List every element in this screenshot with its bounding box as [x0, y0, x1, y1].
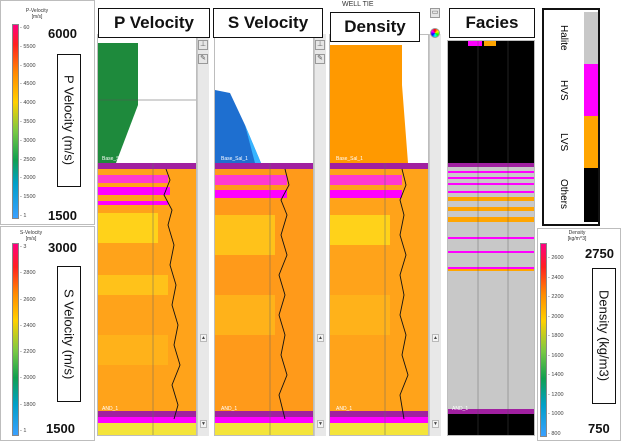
density-tick-label: - 1600 [548, 352, 564, 359]
p-velocity-top-marker: Base_Sal_1 [102, 156, 129, 162]
s-velocity-max-label: 3000 [48, 240, 77, 255]
density-bottom-marker: AND_1 [336, 406, 353, 412]
density-tick-label: - 2600 [548, 255, 564, 261]
s-velocity-scale-header: S-Velocity [m/s] [19, 230, 43, 242]
facies-legend-swatch-halite [584, 12, 598, 64]
p-velocity-tick-label: - 5000 [20, 62, 36, 69]
track-settings-icon[interactable]: ✎ [315, 54, 325, 64]
density-scrollbar[interactable]: ▲ ▼ [429, 34, 441, 436]
facies-legend-swatch-hvs [584, 64, 598, 116]
window-icon[interactable]: ▭ [430, 8, 440, 18]
pin-icon[interactable]: ⊥ [315, 40, 325, 50]
p-velocity-min-label: 1500 [48, 208, 77, 223]
s-velocity-scrollbar[interactable]: ▲ ▼ [314, 34, 326, 436]
facies-legend: Halite HVS LVS Others [542, 8, 600, 226]
track-settings-icon[interactable]: ✎ [198, 54, 208, 64]
density-tick-label: - 2400 [548, 274, 564, 281]
p-velocity-log-svg [98, 43, 196, 435]
facies-track: AND_1 [447, 40, 535, 436]
facies-legend-label-lvs: LVS [558, 132, 569, 152]
facies-title: Facies [449, 8, 535, 38]
density-scale-header: Density [kg/m^3] [567, 230, 587, 242]
density-min-label: 750 [588, 421, 610, 436]
p-velocity-bottom-marker: AND_1 [102, 406, 119, 412]
facies-legend-swatch-lvs [584, 116, 598, 168]
density-log-svg [330, 45, 428, 435]
color-wheel-icon[interactable] [430, 28, 440, 38]
p-velocity-tick-label: - 4500 [20, 81, 36, 88]
density-axis-label: Density (kg/m3) [592, 268, 616, 404]
facies-legend-label-hvs: HVS [558, 79, 569, 101]
s-velocity-title: S Velocity [213, 8, 323, 38]
p-velocity-track: Base_Sal_1 AND_1 [97, 34, 197, 436]
facies-bottom-marker: AND_1 [452, 406, 469, 412]
p-velocity-scrollbar[interactable]: ▲ ▼ [197, 34, 209, 436]
s-velocity-tick-label: - 3 [20, 244, 27, 250]
s-velocity-tick-label: - 2000 [20, 375, 36, 382]
density-title: Density [330, 12, 420, 42]
s-velocity-scroll-down[interactable]: ▼ [317, 420, 324, 428]
density-tick-label: - 800 [548, 431, 561, 437]
p-velocity-scale-header: P-Velocity [m/s] [25, 8, 49, 20]
p-velocity-scroll-down[interactable]: ▼ [200, 420, 207, 428]
p-velocity-tick-label: - 2500 [20, 156, 36, 163]
facies-log-svg [448, 41, 534, 435]
p-velocity-tick-label: - 5500 [20, 43, 36, 50]
density-tab[interactable]: WELL TIE [342, 1, 374, 8]
p-velocity-axis-label: P Velocity (m/s) [57, 54, 81, 187]
p-velocity-tick-label: - 1 [20, 213, 27, 219]
s-velocity-tick-label: - 2400 [20, 322, 36, 329]
p-velocity-tick-label: - 1500 [20, 194, 36, 201]
density-tick-label: - 1000 [548, 411, 564, 418]
p-velocity-colorbar [12, 24, 19, 219]
s-velocity-track: Base_Sal_1 AND_1 [214, 34, 314, 436]
facies-legend-swatch-others [584, 168, 598, 222]
p-velocity-tick-label: - 4000 [20, 100, 36, 107]
density-scroll-up[interactable]: ▲ [432, 334, 439, 342]
s-velocity-colorbar [12, 243, 19, 436]
density-track: Base_Sal_1 AND_1 [329, 34, 429, 436]
s-velocity-log-svg [215, 90, 313, 435]
p-velocity-tick-label: - 3500 [20, 119, 36, 125]
s-velocity-tick-label: - 2800 [20, 270, 36, 277]
s-velocity-min-label: 1500 [46, 421, 75, 436]
p-velocity-scroll-up[interactable]: ▲ [200, 334, 207, 342]
density-tick-label: - 2200 [548, 294, 564, 301]
pin-icon[interactable]: ⊥ [198, 40, 208, 50]
density-tick-label: - 1200 [548, 391, 564, 398]
s-velocity-axis-label: S Velocity (m/s) [57, 266, 81, 402]
p-velocity-max-label: 6000 [48, 26, 77, 41]
density-tick-label: - 2000 [548, 313, 564, 320]
density-top-marker: Base_Sal_1 [336, 156, 363, 162]
s-velocity-tick-label: - 2600 [20, 296, 36, 303]
s-velocity-bottom-marker: AND_1 [221, 406, 238, 412]
density-tick-label: - 1400 [548, 372, 564, 379]
s-velocity-tick-label: - 1800 [20, 401, 36, 408]
p-velocity-tick-label: - 60 [20, 25, 30, 31]
p-velocity-tick-label: - 3000 [20, 137, 36, 144]
s-velocity-scroll-up[interactable]: ▲ [317, 334, 324, 342]
density-tick-label: - 1800 [548, 333, 564, 340]
p-velocity-title: P Velocity [98, 8, 210, 38]
s-velocity-tick-label: - 2200 [20, 349, 36, 356]
facies-legend-label-halite: Halite [558, 25, 569, 51]
facies-legend-label-others: Others [558, 178, 569, 209]
s-velocity-tick-label: - 1 [20, 428, 27, 434]
s-velocity-top-marker: Base_Sal_1 [221, 156, 248, 162]
density-scroll-down[interactable]: ▼ [432, 420, 439, 428]
density-max-label: 2750 [585, 246, 614, 261]
density-colorbar [540, 243, 547, 437]
p-velocity-tick-label: - 2000 [20, 175, 36, 182]
